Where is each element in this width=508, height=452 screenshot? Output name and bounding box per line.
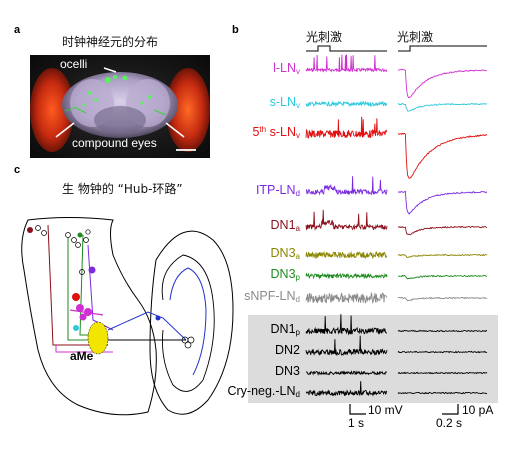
scalebar-right-lines xyxy=(442,404,459,415)
scalebar-time-right: 0.2 s xyxy=(436,416,463,430)
brain-fluorescence-svg xyxy=(30,55,210,158)
stim-bar-right xyxy=(398,45,487,52)
trace-right-dn1a xyxy=(397,225,487,236)
trace-right-itp-lnd xyxy=(397,190,488,215)
trace-label-s-lnv: s-LNv xyxy=(269,95,300,110)
trace-right-snpf-lnd xyxy=(397,296,488,302)
trace-left-itp-lnd xyxy=(306,176,388,196)
trace-left-cry-neg-lnd xyxy=(305,381,388,397)
trace-left-dn3 xyxy=(305,370,388,376)
trace-label-dn1a: DN1a xyxy=(270,218,300,233)
label-compound-eyes: compound eyes xyxy=(72,136,157,150)
trace-left-l-lnv xyxy=(305,54,388,73)
trace-right-l-lnv xyxy=(397,68,488,98)
trace-right-dn1p xyxy=(397,329,488,333)
panel-c-title: 生 物钟的 “Hub-环路” xyxy=(62,182,183,196)
trace-left-dn3a xyxy=(305,250,388,260)
trace-left-5th-s-lnv xyxy=(305,116,388,139)
trace-right-dn3 xyxy=(397,371,488,375)
trace-right-5th-s-lnv xyxy=(397,132,488,179)
stim-bar-left xyxy=(306,45,387,52)
gray-group-background xyxy=(248,315,498,403)
stim-label-right: 光刺激 xyxy=(397,30,434,44)
trace-left-dn2 xyxy=(305,335,388,357)
trace-left-dn1p xyxy=(305,314,387,336)
trace-right-dn3p xyxy=(397,274,488,280)
trace-label-cry-neg-lnd: Cry-neg.-LNd xyxy=(227,384,300,399)
hub-circuit-diagram xyxy=(8,200,238,435)
trace-label-snpf-lnd: sNPF-LNd xyxy=(244,289,300,304)
trace-left-dn1a xyxy=(305,209,388,231)
trace-label-l-lnv: l-LNv xyxy=(273,61,300,76)
panel-a-letter: a xyxy=(14,24,21,36)
panel-a-title: 时钟神经元的分布 xyxy=(62,35,159,49)
trace-label-dn2: DN2 xyxy=(274,343,300,357)
trace-right-dn3a xyxy=(397,253,488,258)
label-ame: aMe xyxy=(70,349,94,363)
scalebar-left-lines xyxy=(349,404,366,415)
trace-right-dn2 xyxy=(397,350,488,354)
label-ocelli: ocelli xyxy=(60,57,88,71)
trace-right-cry-neg-lnd xyxy=(397,391,488,395)
trace-label-dn1p: DN1p xyxy=(270,322,300,337)
trace-left-dn3p xyxy=(305,272,388,280)
trace-left-snpf-lnd xyxy=(305,291,388,305)
trace-left-s-lnv xyxy=(305,100,388,108)
trace-right-s-lnv xyxy=(397,102,488,112)
scalebar-time-left: 1 s xyxy=(348,416,365,430)
trace-label-dn3p: DN3p xyxy=(270,267,300,282)
stim-label-left: 光刺激 xyxy=(306,30,343,44)
brain-image xyxy=(30,55,210,158)
trace-label-dn3a: DN3a xyxy=(270,246,300,261)
scalebar-current: 10 pA xyxy=(462,403,494,417)
trace-label-dn3: DN3 xyxy=(274,364,300,378)
hub-circuit-svg xyxy=(21,217,234,416)
trace-label-itp-lnd: ITP-LNd xyxy=(255,183,300,198)
panel-c-letter: c xyxy=(14,164,21,176)
trace-label-5th-s-lnv: 5th s-LNv xyxy=(252,125,301,140)
panel-b-letter: b xyxy=(232,24,239,36)
scalebar-voltage: 10 mV xyxy=(368,403,403,417)
